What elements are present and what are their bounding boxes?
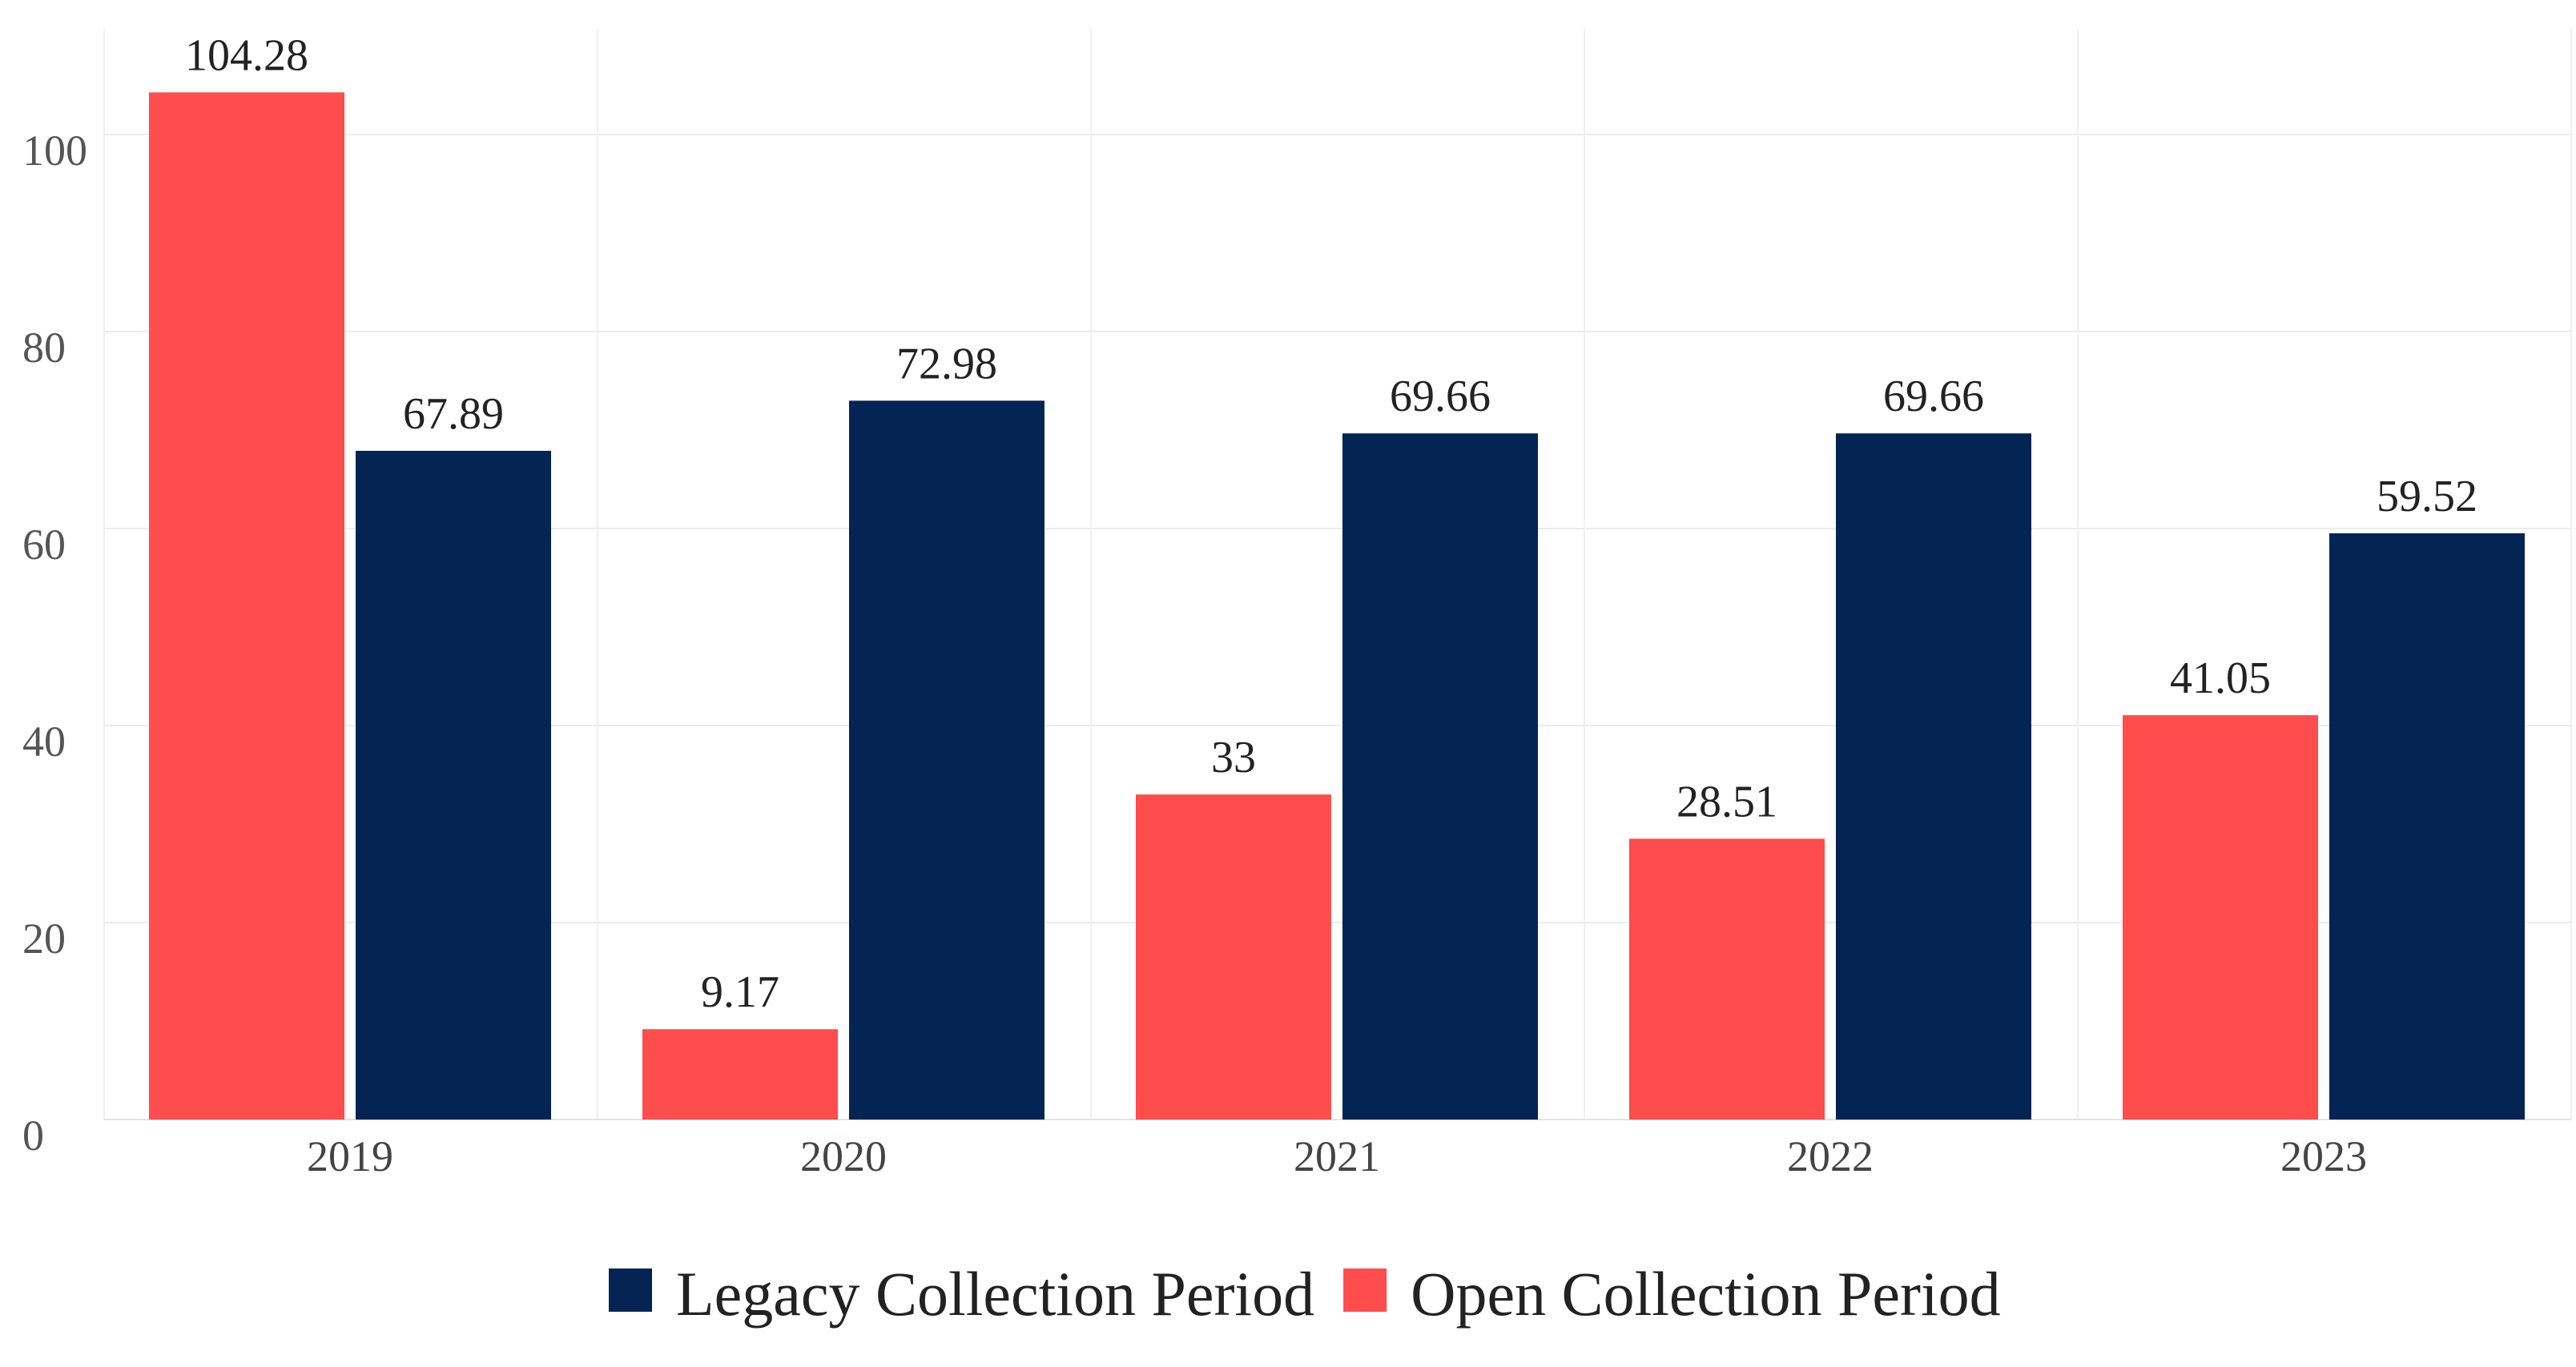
y-tick-label: 80 [22,324,66,372]
legend: Legacy Collection Period Open Collection … [609,1259,2001,1329]
bar-data-label: 9.17 [701,967,779,1017]
bar [356,450,551,1120]
bar [1342,433,1538,1120]
bar [1836,433,2031,1120]
y-tick-label: 100 [22,127,87,175]
bar-data-label: 104.28 [185,30,308,80]
legend-label: Open Collection Period [1411,1259,2001,1329]
x-tick-label: 2022 [1787,1132,1874,1180]
y-tick-label: 20 [22,915,66,963]
bar [2329,533,2525,1120]
bar-data-label: 28.51 [1676,777,1777,826]
legend-swatch [1343,1268,1387,1312]
y-tick-label: 60 [22,521,66,569]
axes: 0 20 40 60 80 100 2019 2020 2021 2022 2023 [22,127,2571,1180]
legend-label: Legacy Collection Period [676,1259,1314,1329]
y-tick-label: 40 [22,718,66,766]
bar-data-label: 67.89 [403,389,504,439]
bar [642,1029,838,1120]
bar-data-label: 72.98 [896,339,997,388]
bar [2123,715,2318,1120]
bar-data-label: 41.05 [2170,653,2271,703]
x-tick-label: 2023 [2280,1132,2367,1180]
data-labels: 104.28 67.89 9.17 72.98 33 69.66 28.51 69.66 41.… [185,30,2477,1017]
bar-data-label: 33 [1211,733,1256,782]
bar-data-label: 69.66 [1390,372,1491,421]
y-tick-label: 0 [22,1112,44,1160]
bar [1136,794,1331,1120]
x-tick-label: 2020 [800,1132,887,1180]
bar-data-label: 69.66 [1883,372,1984,421]
x-tick-label: 2019 [307,1132,393,1180]
bar-data-label: 59.52 [2377,472,2477,521]
legend-swatch [609,1268,652,1312]
bar [849,400,1044,1120]
bars [149,92,2525,1120]
x-tick-label: 2021 [1294,1132,1380,1180]
bar [149,92,344,1120]
bar [1629,838,1825,1120]
